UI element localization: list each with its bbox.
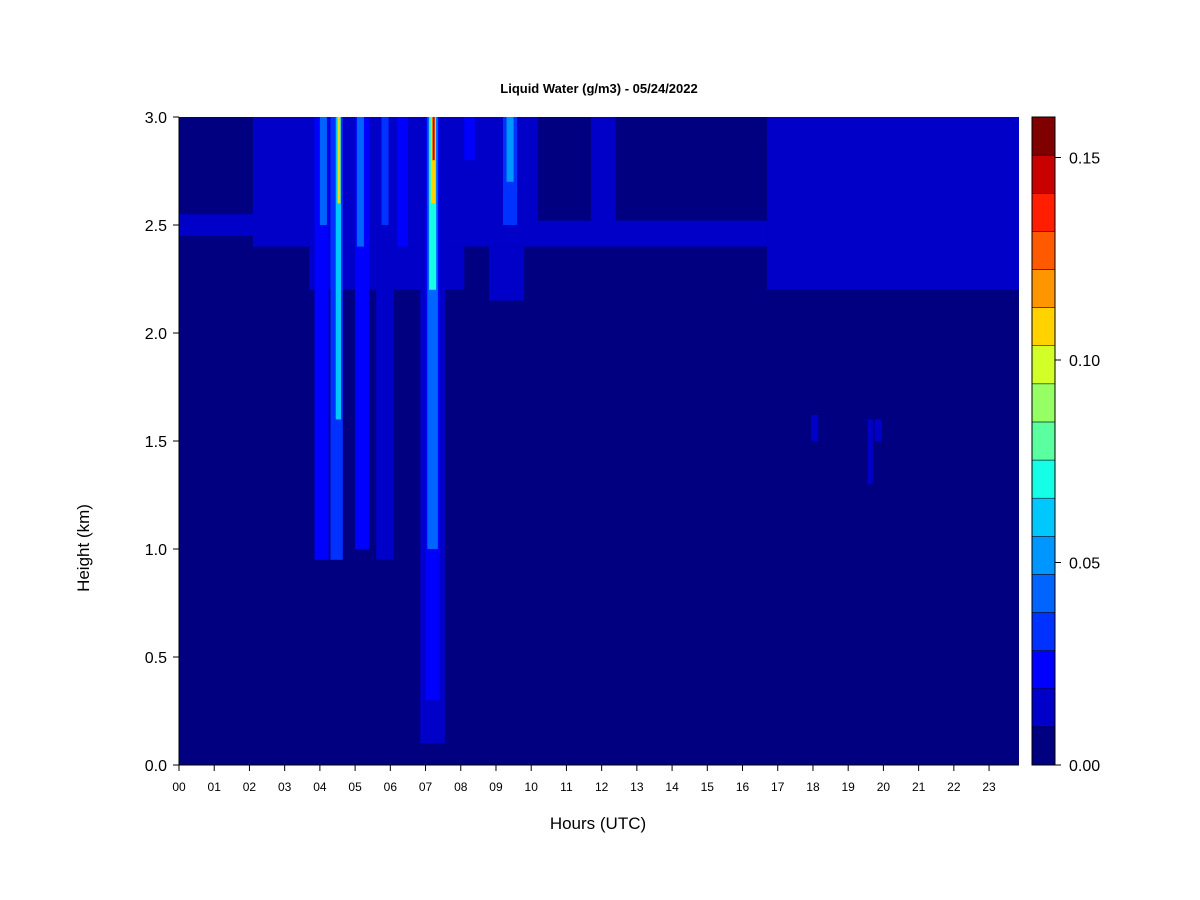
y-axis: 0.0 0.5 1.0 1.5 2.0 2.5 3.0	[145, 110, 180, 775]
x-tick-label: 06	[384, 780, 398, 794]
heatmap-cell	[432, 117, 435, 161]
heatmap-cell	[397, 117, 408, 247]
colorbar-segment	[1031, 345, 1056, 385]
heatmap-cell	[464, 117, 475, 161]
colorbar-segment	[1031, 231, 1056, 270]
heatmap-cell	[427, 117, 438, 549]
heatmap-cell	[337, 117, 341, 204]
heatmap-cell	[506, 117, 514, 182]
x-tick-label: 15	[701, 780, 715, 794]
colorbar: 0.00 0.05 0.10 0.15	[1031, 116, 1100, 775]
x-tick-label: 16	[736, 780, 750, 794]
x-axis-label: Hours (UTC)	[550, 814, 646, 833]
colorbar-segment	[1031, 116, 1056, 156]
y-tick-label: 0.0	[145, 758, 167, 775]
x-tick-label: 23	[982, 780, 996, 794]
x-tick-label: 10	[525, 780, 539, 794]
heatmap-cell	[356, 117, 364, 247]
heatmap-cell	[615, 117, 768, 215]
x-tick-label: 03	[278, 780, 292, 794]
chart-title: Liquid Water (g/m3) - 05/24/2022	[500, 81, 697, 96]
x-tick-label: 13	[630, 780, 644, 794]
x-tick-label: 22	[947, 780, 961, 794]
x-tick-label: 14	[665, 780, 679, 794]
colorbar-segment	[1031, 192, 1056, 232]
y-tick-label: 2.5	[145, 218, 167, 235]
heatmap-cell	[538, 220, 768, 247]
colorbar-segment	[1031, 269, 1056, 308]
colorbar-segment	[1031, 536, 1056, 575]
x-tick-label: 20	[877, 780, 891, 794]
x-tick-label: 17	[771, 780, 785, 794]
colorbar-segment	[1031, 307, 1056, 346]
colorbar-segment	[1031, 688, 1056, 728]
colorbar-segment	[1031, 497, 1056, 537]
x-tick-label: 08	[454, 780, 468, 794]
x-tick-label: 01	[208, 780, 222, 794]
colorbar-segment	[1031, 154, 1056, 194]
x-tick-label: 00	[172, 780, 186, 794]
y-tick-label: 3.0	[145, 110, 167, 127]
heatmap-cell	[376, 117, 394, 560]
x-tick-label: 02	[243, 780, 257, 794]
heatmap-cell	[179, 117, 253, 215]
colorbar-frame	[1031, 116, 1056, 766]
heatmap-cell	[179, 214, 253, 236]
x-tick-label: 21	[912, 780, 926, 794]
x-tick-label: 09	[489, 780, 503, 794]
heatmap-cell	[335, 117, 342, 420]
x-tick-label: 18	[806, 780, 820, 794]
y-tick-label: 1.0	[145, 542, 167, 559]
x-tick-label: 11	[560, 780, 573, 794]
colorbar-tick-label: 0.00	[1069, 758, 1100, 775]
y-tick-label: 0.5	[145, 650, 167, 667]
x-tick-label: 12	[595, 780, 609, 794]
colorbar-segment	[1031, 574, 1056, 613]
x-tick-label: 07	[419, 780, 433, 794]
colorbar-segment	[1031, 612, 1056, 651]
y-axis-label: Height (km)	[74, 504, 93, 592]
x-tick-label: 19	[842, 780, 856, 794]
colorbar-segment	[1031, 650, 1056, 690]
heatmap-cell	[252, 117, 539, 247]
colorbar-tick-label: 0.10	[1069, 353, 1100, 370]
heatmap-cell	[314, 117, 329, 560]
y-tick-label: 2.0	[145, 326, 167, 343]
x-tick-label: 05	[348, 780, 362, 794]
heatmap-cell	[319, 117, 327, 225]
heatmap-cell	[381, 117, 389, 225]
heatmap-cell	[767, 138, 1019, 215]
colorbar-tick-label: 0.05	[1069, 556, 1100, 573]
colorbar-segment	[1031, 383, 1056, 423]
colorbar-segment	[1031, 726, 1056, 766]
heatmap-cell	[811, 415, 819, 441]
heatmap-cell	[867, 419, 873, 485]
x-axis: 00 01 02 03 04 05 06 07 08 09 10 11 12 13 14 15 16 17 18 19…	[172, 764, 1019, 794]
y-tick-label: 1.5	[145, 434, 167, 451]
x-tick-label: 04	[313, 780, 327, 794]
heatmap-cell	[538, 117, 592, 225]
heatmap-plot-area	[179, 117, 1019, 765]
heatmap-cell	[874, 419, 882, 441]
heatmap-cell	[591, 117, 616, 225]
heatmap-cell	[488, 246, 525, 301]
colorbar-segment	[1031, 459, 1056, 499]
colorbar-segment	[1031, 421, 1056, 461]
colorbar-tick-label: 0.15	[1069, 151, 1100, 168]
